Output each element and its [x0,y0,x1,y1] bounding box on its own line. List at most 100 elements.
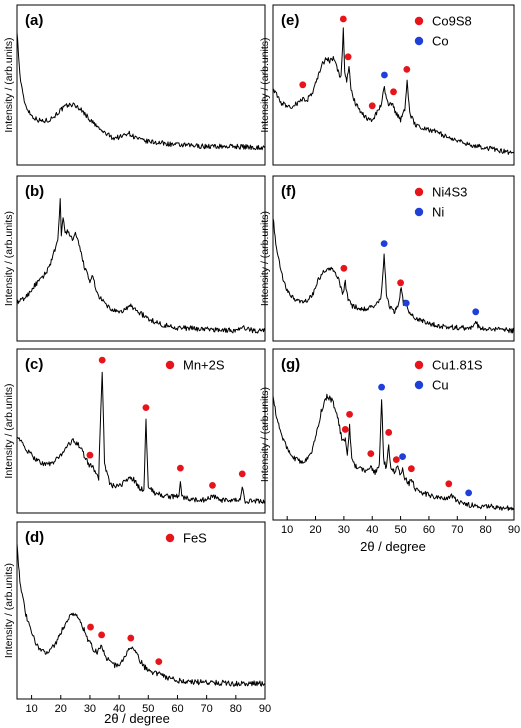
peak-marker [392,456,400,464]
x-tick-label: 40 [113,703,125,715]
x-tick-label: 80 [480,524,492,536]
y-axis-label: Intensity / (arb.units) [3,37,15,132]
plot-frame [16,521,266,700]
xrd-trace [272,218,515,334]
panel-g: (g) Intensity / (arb.units) Cu1.81S Cu 10 20 3… [259,348,520,536]
peak-marker [399,453,406,461]
legend-marker [414,360,424,370]
x-tick-label: 70 [451,524,463,536]
x-tick-label: 20 [55,703,67,715]
panel-b: (b) Intensity / (arb.units) [3,175,266,342]
peak-marker [142,404,150,412]
legend-marker [414,187,424,197]
peak-marker [472,308,480,316]
legend-marker [414,380,424,390]
panel-label: (e) [281,12,299,29]
xrd-trace [16,543,266,687]
peak-marker [344,53,352,61]
legend-label: FeS [183,531,207,546]
y-axis-label: Intensity / (arb.units) [3,211,15,306]
y-axis-label: Intensity / (arb.units) [259,387,271,482]
x-tick-label: 60 [423,524,435,536]
panel-label: (b) [25,183,44,200]
xrd-trace [16,32,266,151]
plot-frame [272,4,515,166]
y-axis-label: Intensity / (arb.units) [259,37,271,132]
legend-label: Cu [432,378,449,393]
y-axis-label: Intensity / (arb.units) [3,563,15,658]
x-tick-label: 70 [201,703,213,715]
plot-frame [16,175,266,342]
x-tick-label: 60 [171,703,183,715]
peak-marker [407,465,415,473]
peak-marker [402,299,410,307]
peak-marker [87,623,94,631]
peak-marker [346,410,353,418]
peak-marker [403,66,411,73]
x-tick-label: 40 [366,524,378,536]
x-tick-label: 80 [230,703,242,715]
peak-marker [397,279,404,287]
y-axis-label: Intensity / (arb.units) [259,211,271,306]
panel-d: (d) Intensity / (arb.units) FeS 10 20 30 40 50 6… [3,521,271,715]
x-tick-label: 20 [309,524,321,536]
peak-marker [176,464,184,472]
x-tick-label: 90 [259,703,271,715]
x-axis-title-left: 2θ / degree [104,711,170,726]
peak-marker [98,356,106,364]
legend-marker [414,207,424,217]
peak-marker [341,426,349,433]
peak-marker [445,480,453,488]
xrd-trace [272,393,515,511]
peak-marker [98,631,106,639]
legend-marker [414,16,424,26]
panel-label: (f) [281,183,296,200]
panel-c: (c) Intensity / (arb.units) Mn+2S [3,348,266,514]
panel-label: (g) [281,356,300,373]
legend-label: Ni [432,205,444,220]
panel-f: (f) Intensity / (arb.units) Ni4S3 Ni [259,175,515,342]
plot-frame [272,175,515,342]
peak-marker [299,81,307,89]
peak-marker [368,102,376,110]
legend-label: Cu1.81S [432,358,483,373]
peak-marker [378,383,385,391]
peak-marker [86,451,94,459]
legend-label: Co9S8 [432,14,472,29]
legend-marker [165,360,175,370]
legend-label: Ni4S3 [432,185,467,200]
peak-marker [367,450,375,457]
x-tick-label: 10 [25,703,37,715]
plot-frame [16,4,266,166]
legend-marker [414,36,424,46]
peak-marker [339,15,347,23]
plot-frame [272,348,515,521]
xrd-trace [16,198,266,334]
panel-a: (a) Intensity / (arb.units) [3,4,266,166]
x-tick-label: 30 [84,703,96,715]
legend-marker [165,533,175,543]
x-tick-label: 30 [338,524,350,536]
legend-label: Co [432,34,449,49]
x-tick-label: 10 [281,524,293,536]
plot-frame [16,348,266,514]
peak-marker [340,264,348,272]
xrd-trace [16,371,266,504]
peak-marker [209,482,216,489]
legend-label: Mn+2S [183,358,225,373]
y-axis-label: Intensity / (arb.units) [3,383,15,478]
peak-marker [238,470,246,478]
peak-marker [381,71,388,79]
panel-e: (e) Intensity / (arb.units) Co9S8 Co [259,4,515,166]
x-tick-label: 50 [394,524,406,536]
peak-marker [385,429,393,436]
peak-marker [465,489,473,497]
xrd-trace [272,27,515,155]
peak-marker [155,658,163,665]
panel-label: (c) [25,356,43,373]
panel-label: (a) [25,12,43,29]
x-axis-title-right: 2θ / degree [360,539,426,554]
peak-marker [127,634,135,642]
peak-marker [390,88,397,96]
